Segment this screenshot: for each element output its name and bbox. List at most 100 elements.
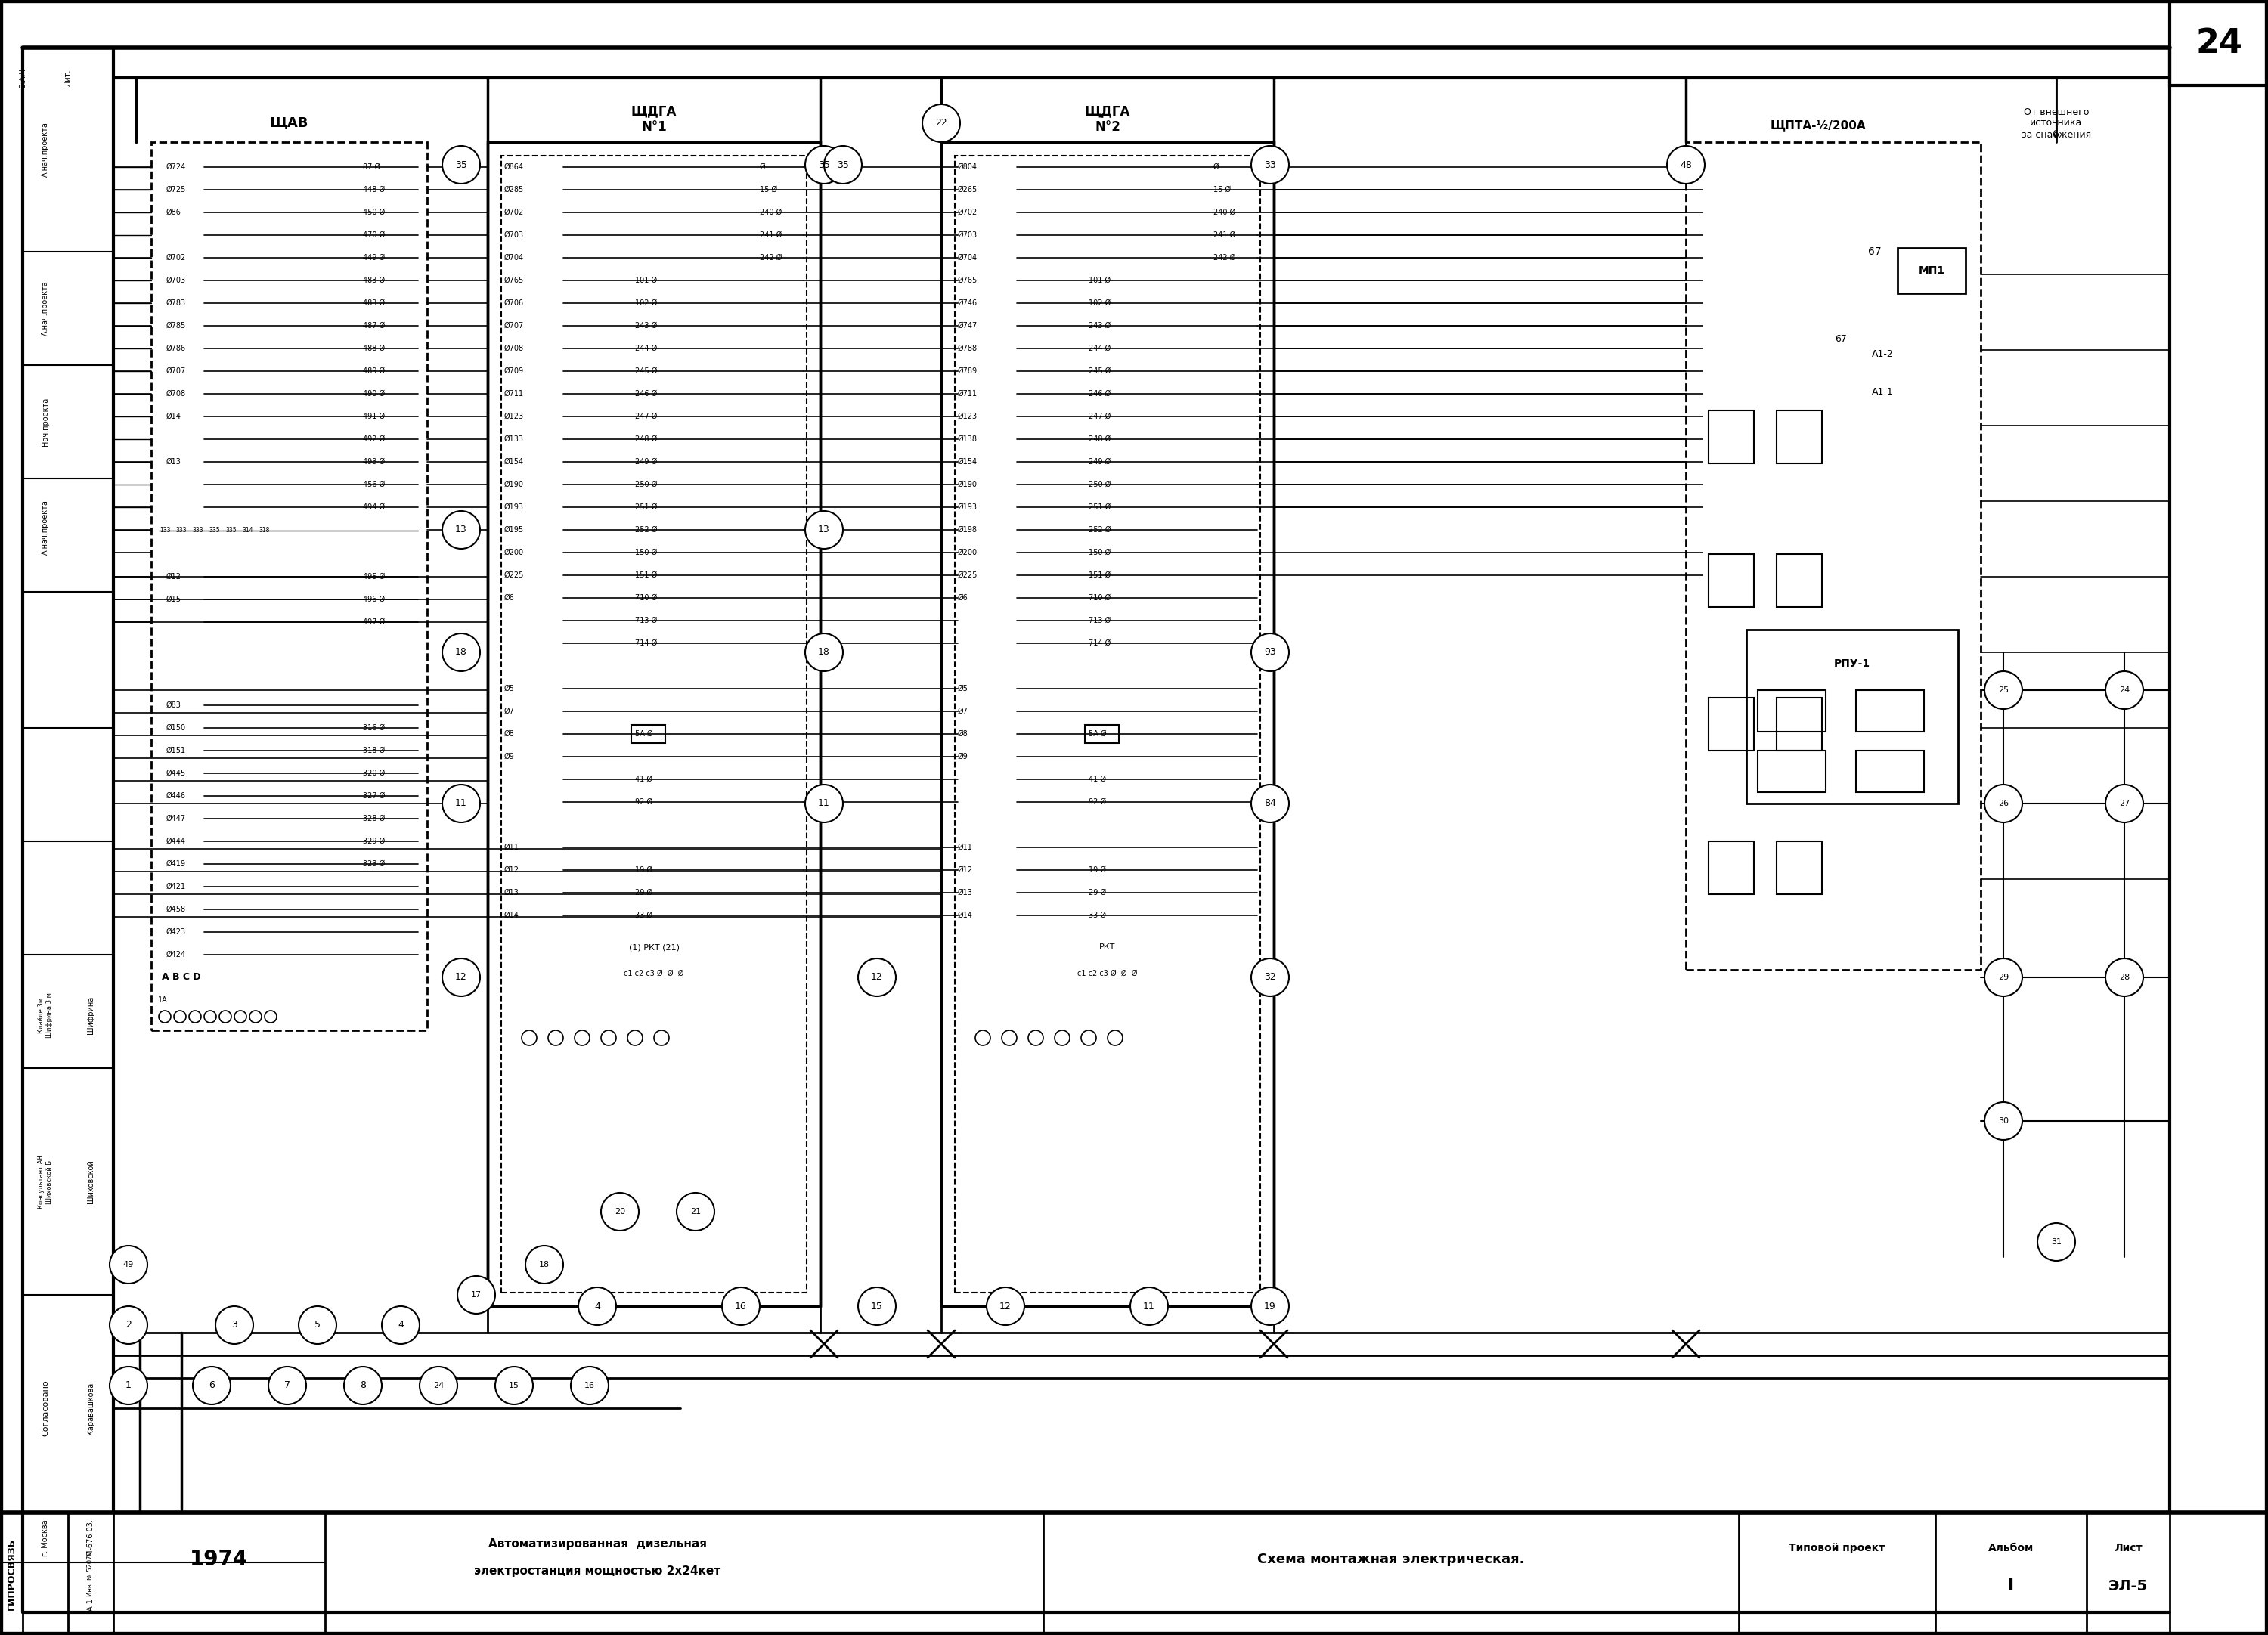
Text: 29 Ø: 29 Ø [635,889,653,896]
Text: 497 Ø: 497 Ø [363,618,386,626]
Circle shape [975,1030,991,1045]
Text: 247 Ø: 247 Ø [635,412,658,420]
Text: 250 Ø: 250 Ø [635,481,658,489]
Circle shape [220,1010,231,1024]
Text: Ø9: Ø9 [503,752,515,760]
Text: 483 Ø: 483 Ø [363,276,386,284]
Text: Ø447: Ø447 [166,814,186,822]
Text: 1974: 1974 [191,1548,249,1570]
Bar [152,142,426,1030]
Circle shape [188,1010,202,1024]
Text: 333: 333 [177,526,186,535]
Text: 714 Ø: 714 Ø [635,639,658,647]
Text: Ø151: Ø151 [166,747,186,754]
Text: 24: 24 [2195,26,2243,59]
Text: Ø747: Ø747 [957,322,978,330]
Text: А1-2: А1-2 [1871,348,1894,358]
Text: 102 Ø: 102 Ø [635,299,658,307]
Text: МП1: МП1 [1919,265,1946,276]
Text: Ø12: Ø12 [166,572,181,580]
Text: 240 Ø: 240 Ø [1213,209,1236,216]
Circle shape [857,1287,896,1324]
Text: 102 Ø: 102 Ø [1089,299,1111,307]
Text: Ø864: Ø864 [503,164,524,170]
Text: 251 Ø: 251 Ø [635,504,658,512]
Text: От внешнего
источника
за снабжения: От внешнего источника за снабжения [2021,106,2091,139]
Text: Ø11: Ø11 [957,844,973,852]
Text: Ø193: Ø193 [503,504,524,512]
Text: Ø7: Ø7 [957,708,968,714]
Circle shape [215,1306,254,1344]
Text: 2: 2 [125,1319,132,1329]
Text: 448 Ø: 448 Ø [363,186,386,193]
Text: 24: 24 [2118,687,2130,693]
Text: 16: 16 [735,1301,746,1311]
Text: Ø190: Ø190 [957,481,978,489]
Text: Схема монтажная электрическая.: Схема монтажная электрическая. [1256,1553,1524,1566]
Circle shape [1984,1102,2023,1140]
Text: 335: 335 [209,526,220,535]
Text: 67: 67 [1869,247,1882,257]
Text: 22: 22 [934,118,948,128]
Circle shape [299,1306,336,1344]
Text: 450 Ø: 450 Ø [363,209,386,216]
Text: Ø746: Ø746 [957,299,978,307]
Circle shape [193,1367,231,1404]
Text: М-676 03.: М-676 03. [86,1521,95,1557]
Circle shape [805,146,844,183]
Text: 246 Ø: 246 Ø [1089,391,1111,397]
Text: 101 Ø: 101 Ø [635,276,658,284]
Bar [941,142,1275,1306]
Circle shape [234,1010,247,1024]
Text: 713 Ø: 713 Ø [1089,616,1111,625]
Bar [1758,690,1826,732]
Bar [1708,554,1753,607]
Text: 150 Ø: 150 Ø [635,549,658,556]
Text: 19: 19 [1263,1301,1277,1311]
Text: 318: 318 [259,526,270,535]
Text: Ø707: Ø707 [166,368,186,374]
Text: Ø12: Ø12 [957,867,973,873]
Text: Ø123: Ø123 [957,412,978,420]
Text: Ø704: Ø704 [957,253,978,262]
Text: 318 Ø: 318 Ø [363,747,386,754]
Circle shape [1984,958,2023,996]
Text: РКТ: РКТ [1100,943,1116,952]
Text: Лист: Лист [2114,1543,2143,1553]
Text: Ø14: Ø14 [957,912,973,919]
Text: 245 Ø: 245 Ø [1089,368,1111,374]
Text: 17: 17 [472,1292,481,1298]
Text: Ø446: Ø446 [166,793,186,800]
Text: Ø123: Ø123 [503,412,524,420]
Text: Ø703: Ø703 [166,276,186,284]
Text: 33: 33 [1263,160,1277,170]
Text: 242 Ø: 242 Ø [1213,253,1236,262]
Text: Ø804: Ø804 [957,164,978,170]
Text: Ø419: Ø419 [166,860,186,868]
Text: 710 Ø: 710 Ø [635,594,658,602]
Bar [1855,690,1923,732]
Text: 5: 5 [315,1319,320,1329]
Bar [631,724,665,742]
Text: 150 Ø: 150 Ø [1089,549,1111,556]
Circle shape [381,1306,420,1344]
Text: 151 Ø: 151 Ø [635,572,658,579]
Circle shape [721,1287,760,1324]
Text: c1 c2 c3 Ø  Ø  Ø: c1 c2 c3 Ø Ø Ø [1077,970,1139,978]
Circle shape [1667,146,1706,183]
Text: Согласовано: Согласовано [41,1380,50,1437]
Text: 35: 35 [819,160,830,170]
Text: Ø8: Ø8 [503,731,515,737]
Text: 12: 12 [1000,1301,1012,1311]
Circle shape [676,1194,714,1231]
Text: ЩДГА
N°1: ЩДГА N°1 [631,105,676,134]
Text: 335: 335 [227,526,236,535]
Text: 490 Ø: 490 Ø [363,391,386,397]
Text: 11: 11 [456,798,467,808]
Text: 495 Ø: 495 Ø [363,572,386,580]
Text: Ø783: Ø783 [166,299,186,307]
Circle shape [549,1030,562,1045]
Text: 241 Ø: 241 Ø [1213,231,1236,239]
Text: 15 Ø: 15 Ø [1213,186,1232,193]
Text: 5А Ø: 5А Ø [635,731,653,737]
